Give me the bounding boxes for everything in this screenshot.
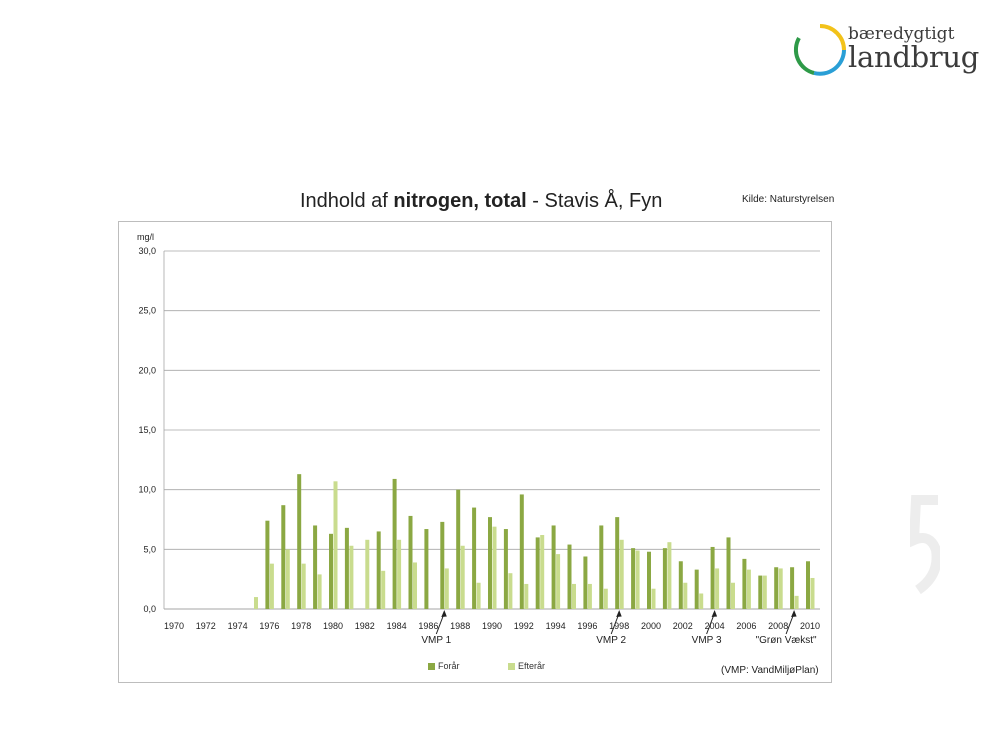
logo-line1: bæredygtigt [848,24,955,44]
legend-item-forar: Forår [428,661,460,671]
chart-frame [118,221,832,683]
legend-label-forar: Forår [438,661,460,671]
title-suffix: - Stavis Å, Fyn [526,190,663,212]
title-prefix: Indhold af [300,190,394,212]
legend-label-efterar: Efterår [518,661,546,671]
logo-line2: landbrug [848,40,980,74]
legend-swatch-forar [428,663,435,671]
chart-title: Indhold af nitrogen, total - Stavis Å, F… [300,190,662,213]
logo-ring-icon [793,24,846,76]
title-bold: nitrogen, total [393,190,527,212]
footnote: (VMP: VandMiljøPlan) [721,665,819,676]
watermark-graphic [910,495,940,595]
legend-item-efterar: Efterår [508,661,545,671]
logo: bæredygtigt landbrug [790,18,979,80]
source-note: Kilde: Naturstyrelsen [742,194,835,205]
legend-swatch-efterar [508,663,515,671]
